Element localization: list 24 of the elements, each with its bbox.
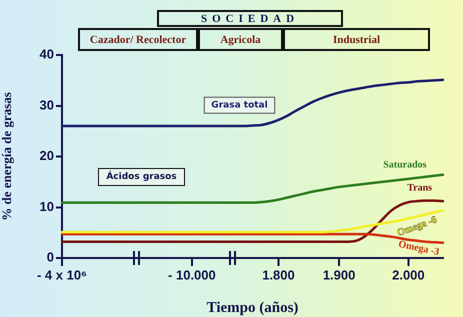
series-label: Saturados bbox=[383, 160, 427, 171]
text: Cazador/ Recolector bbox=[78, 28, 198, 51]
x-axis-title: Tiempo (años) bbox=[206, 300, 298, 316]
text: SOCIEDAD bbox=[157, 10, 343, 27]
y-tick-label: 30 bbox=[40, 97, 54, 112]
y-tick-label: 0 bbox=[46, 250, 54, 265]
y-axis-title: % de energía de grasas bbox=[0, 92, 14, 221]
x-tick-label: 2.000 bbox=[392, 267, 425, 282]
y-tick-label: 10 bbox=[40, 198, 54, 214]
x-tick-label: - 4 x 10⁶ bbox=[36, 267, 88, 282]
line-series bbox=[60, 78, 444, 128]
series-label: Grasa total bbox=[211, 100, 268, 111]
x-tick-label: - 10.000 bbox=[168, 267, 216, 282]
series-label: Trans bbox=[407, 182, 432, 194]
text: Industrial bbox=[283, 28, 430, 51]
x-tick-label: 1.900 bbox=[322, 267, 356, 282]
x-tick-label: 1.800 bbox=[262, 267, 295, 282]
y-tick-label: 40 bbox=[40, 46, 54, 62]
line-series bbox=[60, 209, 444, 234]
text: Agricola bbox=[198, 28, 283, 51]
text: Omega -3 bbox=[397, 238, 440, 258]
text: Omega -6 bbox=[396, 214, 438, 239]
y-tick-label: 20 bbox=[40, 148, 54, 164]
annotation: Ácidos grasos bbox=[98, 168, 185, 186]
